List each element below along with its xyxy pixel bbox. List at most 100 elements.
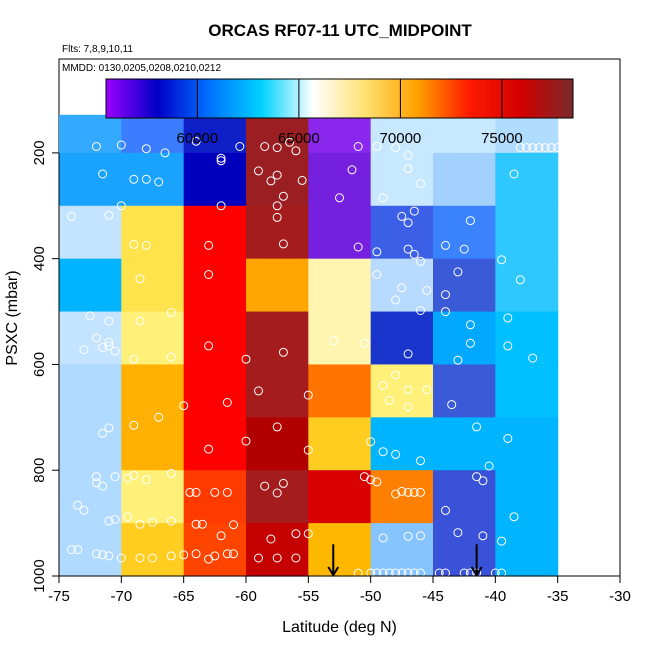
data-point xyxy=(98,550,108,560)
data-point xyxy=(216,201,226,211)
colorbar-tick-label: 65000 xyxy=(278,130,320,147)
data-point xyxy=(422,385,432,395)
down-arrow xyxy=(327,544,340,577)
heatmap-cell xyxy=(59,205,122,260)
data-point xyxy=(123,473,133,483)
data-point xyxy=(409,206,419,216)
data-point xyxy=(154,412,164,422)
data-point xyxy=(67,545,76,555)
heatmap-cell xyxy=(433,311,496,366)
data-point xyxy=(110,514,120,524)
data-point xyxy=(559,143,569,153)
heatmap-cell xyxy=(495,470,559,524)
data-point xyxy=(546,143,556,153)
data-point xyxy=(166,468,176,478)
heatmap-cell xyxy=(246,205,309,260)
data-point xyxy=(272,422,282,432)
data-point xyxy=(403,244,413,254)
data-point xyxy=(459,244,469,254)
data-point xyxy=(347,165,357,175)
heatmap-cell xyxy=(183,258,247,313)
data-point xyxy=(416,256,425,266)
data-point xyxy=(534,143,544,153)
data-point xyxy=(98,343,108,352)
data-point xyxy=(204,341,214,351)
heatmap-cell xyxy=(433,152,496,207)
data-point xyxy=(403,487,413,497)
heatmap-cell xyxy=(495,152,559,207)
data-point xyxy=(110,472,120,482)
data-point xyxy=(391,568,401,578)
data-point xyxy=(278,239,288,249)
data-point xyxy=(291,529,301,539)
data-point xyxy=(353,568,363,578)
data-point xyxy=(272,553,282,563)
data-point xyxy=(204,240,214,250)
data-point xyxy=(179,401,189,411)
heatmap-cell xyxy=(121,152,185,207)
data-point xyxy=(515,275,525,285)
data-point xyxy=(522,143,531,153)
data-point xyxy=(391,370,401,380)
data-point xyxy=(465,216,475,226)
data-point xyxy=(372,477,382,487)
data-point xyxy=(353,142,363,151)
y-tick-label: 200 xyxy=(31,140,48,165)
data-point xyxy=(372,142,382,151)
down-arrow xyxy=(470,544,483,577)
data-point xyxy=(129,174,139,184)
heatmap-cell xyxy=(246,311,309,366)
data-point xyxy=(441,505,450,515)
data-point xyxy=(266,534,276,544)
data-point xyxy=(235,142,245,151)
data-point xyxy=(216,531,226,541)
x-tick-label: -70 xyxy=(110,588,132,605)
heatmap-cell xyxy=(59,114,122,154)
heatmap-cell xyxy=(183,364,247,418)
data-point xyxy=(366,475,376,485)
data-point xyxy=(229,549,238,559)
data-point xyxy=(422,285,432,295)
data-point xyxy=(497,568,507,578)
data-point xyxy=(453,355,463,365)
data-point xyxy=(391,449,401,459)
heatmap-cell xyxy=(246,152,309,207)
data-point xyxy=(503,434,513,443)
data-point xyxy=(372,568,382,578)
data-point xyxy=(291,553,301,563)
heatmap-cell xyxy=(495,417,559,471)
data-point xyxy=(416,179,425,189)
heatmap-cell xyxy=(370,364,434,418)
data-point xyxy=(503,341,513,351)
data-point xyxy=(291,146,301,156)
heatmap-cell xyxy=(121,417,185,471)
data-point xyxy=(272,201,282,211)
heatmap-cell xyxy=(308,523,372,577)
heatmap-cell xyxy=(183,470,247,524)
data-point xyxy=(503,313,513,323)
x-axis: -75 -70 -65 -60 -55 -50 -45 -40 -35 -30 xyxy=(48,575,631,605)
data-point xyxy=(465,338,475,348)
data-point xyxy=(160,148,170,158)
heatmap-cell xyxy=(59,364,122,418)
heatmap-cell xyxy=(495,258,559,313)
flights-subtitle: Flts: 7,8,9,10,11 xyxy=(62,44,133,55)
y-axis-label: PSXC (mbar) xyxy=(4,270,21,365)
data-point xyxy=(135,274,145,284)
heatmap-cell xyxy=(308,364,372,418)
data-point xyxy=(528,353,538,363)
heatmap-cell xyxy=(246,523,309,577)
data-point xyxy=(216,156,226,166)
data-point xyxy=(403,151,413,160)
heatmap-cell xyxy=(433,417,496,471)
data-point xyxy=(179,550,189,560)
data-point xyxy=(384,568,394,578)
colorbar: 60000 65000 70000 75000 xyxy=(105,78,574,147)
data-point xyxy=(403,218,413,228)
data-point xyxy=(141,174,151,184)
heatmap-cell xyxy=(495,311,559,366)
colorbar-ticks: 60000 65000 70000 75000 xyxy=(177,79,523,147)
data-point xyxy=(129,239,139,249)
heatmap-cell xyxy=(121,114,185,154)
